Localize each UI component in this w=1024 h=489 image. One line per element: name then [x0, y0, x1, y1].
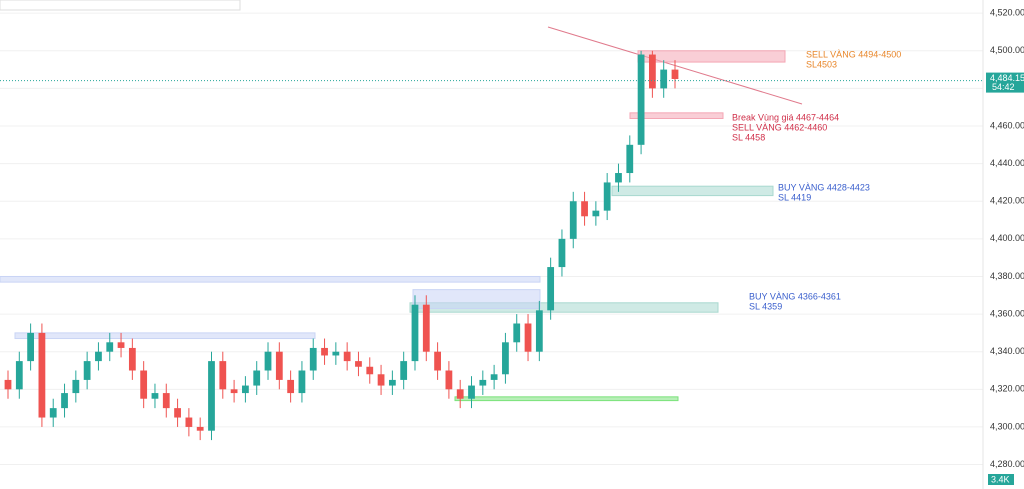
annotation: SELL VÀNG 4462-4460: [732, 122, 827, 132]
candle-body: [321, 347, 328, 356]
y-tick-label: 4,300.00: [990, 421, 1024, 431]
y-tick-label: 4,500.00: [990, 45, 1024, 55]
candle-body: [162, 393, 170, 409]
candle-body: [558, 238, 566, 268]
candle-body: [513, 323, 521, 343]
annotation: Break Vùng giá 4467-4464: [732, 112, 839, 122]
candle-body: [502, 342, 509, 375]
y-tick-label: 4,320.00: [990, 384, 1024, 394]
y-tick-label: 4,280.00: [990, 459, 1024, 469]
candle-body: [388, 379, 396, 386]
candle-body: [603, 182, 611, 211]
candle-body: [456, 389, 464, 399]
annotation: SELL VÀNG 4494-4500: [806, 49, 901, 59]
candle-body: [615, 173, 622, 183]
candle-body: [524, 323, 532, 352]
toolbar[interactable]: [0, 0, 241, 11]
candle-body: [253, 370, 261, 386]
y-tick-label: 4,420.00: [990, 196, 1024, 206]
candle-body: [479, 379, 487, 386]
candle-body: [38, 332, 46, 418]
candle-body: [411, 304, 419, 362]
annotation: SL 4359: [749, 301, 782, 311]
candle-body: [264, 351, 272, 371]
candle-body: [298, 370, 306, 394]
zone: [629, 112, 724, 119]
candle-body: [4, 379, 12, 390]
candle-body: [230, 389, 238, 394]
current-price-box: [986, 72, 1024, 93]
annotation: SL4503: [806, 59, 837, 69]
candle-body: [422, 304, 430, 352]
zone: [611, 185, 774, 197]
candle-body: [27, 332, 35, 362]
candle-body: [151, 393, 159, 399]
volume-box: [988, 474, 1014, 485]
candle-body: [569, 201, 577, 239]
annotation: BUY VÀNG 4366-4361: [749, 291, 841, 301]
annotation: SL 4458: [732, 132, 765, 142]
candle-body: [128, 347, 136, 371]
zone: [454, 396, 679, 402]
candle-body: [287, 379, 295, 394]
annotation: BUY VÀNG 4428-4423: [778, 182, 870, 192]
candle-body: [671, 69, 679, 79]
candle-body: [468, 385, 475, 399]
candle-body: [626, 144, 634, 174]
candle-body: [592, 210, 600, 217]
candle-body: [535, 310, 543, 352]
candle-body: [434, 351, 441, 371]
candle-body: [581, 201, 588, 217]
candle-body: [366, 366, 374, 375]
annotation: SL 4419: [778, 192, 811, 202]
y-tick-label: 4,440.00: [990, 158, 1024, 168]
zone: [14, 332, 316, 340]
candle-body: [15, 361, 23, 390]
candle-body: [49, 408, 57, 418]
candle-body: [106, 342, 114, 352]
candle-body: [83, 361, 91, 380]
zone: [412, 289, 541, 309]
candle-body: [117, 342, 125, 348]
candle-body: [343, 351, 351, 362]
zone: [409, 302, 719, 313]
candle-body: [140, 370, 148, 399]
candle-body: [275, 351, 283, 380]
candle-body: [242, 385, 249, 394]
candle-body: [61, 393, 68, 409]
candle-body: [309, 347, 317, 371]
zone: [637, 50, 786, 63]
candle-body: [355, 361, 362, 367]
candle-body: [400, 361, 408, 380]
volume-label: 3.4K: [991, 474, 1010, 484]
candle-body: [648, 54, 656, 89]
candle-body: [72, 379, 80, 394]
y-tick-label: 4,460.00: [990, 120, 1024, 130]
candle-body: [445, 370, 453, 390]
zone: [0, 275, 541, 283]
y-tick-label: 4,380.00: [990, 271, 1024, 281]
candle-body: [219, 361, 227, 390]
candle-body: [332, 351, 340, 356]
candle-body: [660, 69, 668, 89]
candle-body: [95, 351, 102, 362]
candle-body: [637, 54, 645, 145]
candle-body: [208, 361, 215, 431]
countdown: 54:42: [992, 82, 1015, 92]
candle-body: [377, 374, 385, 386]
current-price-label: 4,484.15: [990, 73, 1024, 83]
candle-body: [196, 426, 204, 431]
y-tick-label: 4,340.00: [990, 346, 1024, 356]
candle-body: [185, 417, 193, 427]
candle-body: [490, 374, 498, 380]
candle-body: [547, 267, 555, 311]
y-tick-label: 4,400.00: [990, 233, 1024, 243]
y-tick-label: 4,360.00: [990, 308, 1024, 318]
candle-body: [174, 408, 181, 418]
y-tick-label: 4,520.00: [990, 8, 1024, 18]
